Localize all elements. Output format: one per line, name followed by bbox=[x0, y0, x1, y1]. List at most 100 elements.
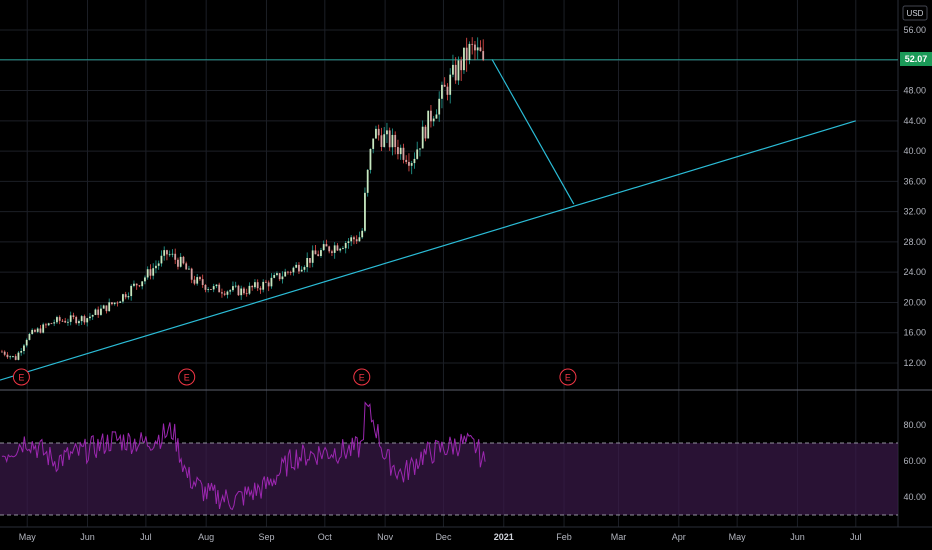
candle-body bbox=[454, 64, 457, 81]
candle-body bbox=[248, 285, 251, 294]
candle-body bbox=[262, 281, 265, 290]
candle-body bbox=[355, 239, 358, 242]
candle-body bbox=[100, 308, 102, 315]
candle-body bbox=[322, 244, 325, 251]
candle-body bbox=[221, 292, 223, 294]
candle-body bbox=[474, 44, 476, 51]
candle-body bbox=[45, 324, 47, 326]
candle-body bbox=[179, 256, 182, 267]
rsi-tick-label: 40.00 bbox=[903, 492, 926, 502]
candle-body bbox=[185, 263, 188, 270]
candle-body bbox=[9, 356, 12, 358]
candle-body bbox=[50, 323, 53, 325]
earnings-circle bbox=[559, 368, 577, 386]
earnings-marker[interactable]: E bbox=[178, 368, 196, 386]
candle-body bbox=[108, 302, 111, 312]
candle-body bbox=[317, 254, 320, 257]
candle-body bbox=[190, 268, 193, 280]
earnings-marker[interactable]: E bbox=[559, 368, 577, 386]
earnings-label: E bbox=[565, 373, 571, 383]
candle-body bbox=[465, 47, 468, 61]
x-tick-label: Mar bbox=[611, 532, 627, 542]
candle-body bbox=[295, 264, 298, 268]
candle-body bbox=[160, 255, 163, 264]
earnings-marker[interactable]: E bbox=[12, 368, 30, 386]
earnings-label: E bbox=[18, 373, 24, 383]
candle-body bbox=[339, 248, 342, 251]
candle-body bbox=[97, 309, 100, 315]
candle-body bbox=[168, 254, 171, 256]
candle-body bbox=[166, 250, 168, 255]
candle-body bbox=[174, 253, 177, 260]
candle-body bbox=[78, 321, 80, 324]
candle-body bbox=[47, 323, 50, 326]
candle-body bbox=[427, 110, 430, 139]
x-tick-label: Dec bbox=[435, 532, 452, 542]
candle-body bbox=[402, 147, 405, 160]
support-trendline bbox=[0, 120, 856, 381]
earnings-circle bbox=[12, 368, 30, 386]
candle-body bbox=[234, 285, 237, 287]
y-tick-label: 36.00 bbox=[903, 176, 926, 186]
candle-body bbox=[471, 43, 474, 45]
candle-body bbox=[91, 315, 94, 317]
candle-body bbox=[476, 47, 479, 51]
candle-body bbox=[410, 163, 413, 166]
axes: May Jun Jul Aug Sep Oct Nov Dec 2021 Feb Mar Apr May… bbox=[19, 25, 926, 542]
candle-body bbox=[94, 309, 97, 316]
candle-body bbox=[1, 351, 3, 353]
candle-body bbox=[3, 351, 6, 355]
candle-body bbox=[188, 268, 190, 270]
candle-body bbox=[350, 237, 353, 242]
x-tick-label: May bbox=[729, 532, 747, 542]
candle-body bbox=[281, 276, 284, 280]
candle-body bbox=[344, 243, 347, 249]
candle-body bbox=[424, 126, 427, 139]
candle-body bbox=[86, 318, 89, 323]
y-tick-label: 40.00 bbox=[903, 146, 926, 156]
earnings-label: E bbox=[359, 373, 365, 383]
x-tick-label: 2021 bbox=[494, 532, 514, 542]
candle-body bbox=[397, 147, 399, 155]
x-tick-label: Sep bbox=[258, 532, 274, 542]
candle-body bbox=[276, 273, 278, 276]
candle-body bbox=[14, 356, 17, 360]
candle-body bbox=[193, 279, 196, 284]
last-price-text: 52.07 bbox=[905, 54, 928, 64]
candle-body bbox=[36, 328, 39, 332]
candle-body bbox=[443, 84, 446, 87]
rsi-panel bbox=[0, 401, 898, 516]
drawings bbox=[0, 59, 898, 381]
candle-body bbox=[432, 118, 435, 122]
candle-body bbox=[331, 251, 333, 253]
candle-body bbox=[452, 64, 454, 75]
candle-body bbox=[375, 128, 377, 139]
currency-text: USD bbox=[907, 9, 924, 18]
candle-body bbox=[201, 279, 204, 285]
y-tick-label: 48.00 bbox=[903, 86, 926, 96]
candle-body bbox=[408, 161, 410, 166]
x-tick-label: Feb bbox=[556, 532, 572, 542]
candle-body bbox=[320, 250, 322, 257]
currency-label[interactable]: USD bbox=[902, 5, 928, 21]
rsi-line bbox=[1, 401, 486, 511]
candle-body bbox=[405, 159, 408, 162]
rsi-tick-label: 80.00 bbox=[903, 420, 926, 430]
candle-body bbox=[377, 128, 380, 136]
candle-body bbox=[446, 86, 449, 95]
candle-body bbox=[102, 305, 105, 309]
candle-body bbox=[149, 269, 152, 276]
candle-body bbox=[364, 192, 366, 231]
candle-body bbox=[413, 158, 416, 164]
candle-body bbox=[212, 286, 215, 290]
candle-body bbox=[223, 293, 226, 295]
candle-body bbox=[325, 244, 328, 247]
candle-body bbox=[12, 356, 14, 357]
candle-body bbox=[237, 285, 240, 296]
candle-body bbox=[23, 345, 25, 352]
candle-body bbox=[309, 258, 311, 263]
candle-body bbox=[25, 339, 28, 346]
candle-body bbox=[289, 272, 292, 273]
earnings-marker[interactable]: E bbox=[353, 368, 371, 386]
